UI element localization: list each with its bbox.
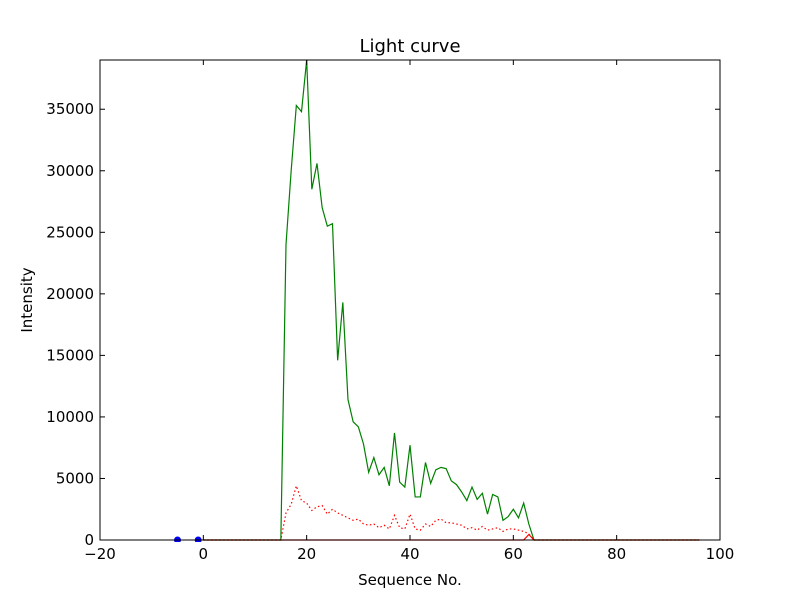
chart-title: Light curve	[359, 36, 460, 57]
x-tick-label: 0	[199, 545, 209, 563]
y-tick-label: 30000	[46, 162, 94, 180]
x-tick-label: 80	[607, 545, 626, 563]
y-tick-label: 15000	[46, 346, 94, 364]
x-tick-label: 60	[504, 545, 523, 563]
series-3-point	[194, 536, 202, 542]
plot-area: −20 0 20 40 60 80 1000500010000150002000025000…	[46, 59, 735, 563]
y-tick-label: 25000	[46, 223, 94, 241]
series-0-line	[203, 59, 700, 541]
series-2-line	[203, 533, 700, 541]
y-axis-label: Intensity	[18, 267, 36, 332]
series-group	[174, 59, 700, 542]
x-tick-label: 40	[400, 545, 419, 563]
x-axis-label: Sequence No.	[358, 571, 462, 589]
y-tick-label: 10000	[46, 408, 94, 426]
plot-frame	[99, 59, 721, 541]
x-tick-label: 20	[297, 545, 316, 563]
series-1-line	[203, 483, 700, 541]
series-3-point	[174, 536, 181, 542]
y-tick-label: 35000	[46, 100, 94, 118]
x-tick-label: −20	[84, 545, 116, 563]
y-tick-label: 0	[84, 531, 94, 549]
y-tick-label: 5000	[56, 469, 94, 487]
y-tick-label: 20000	[46, 285, 94, 303]
x-tick-label: 100	[706, 545, 735, 563]
